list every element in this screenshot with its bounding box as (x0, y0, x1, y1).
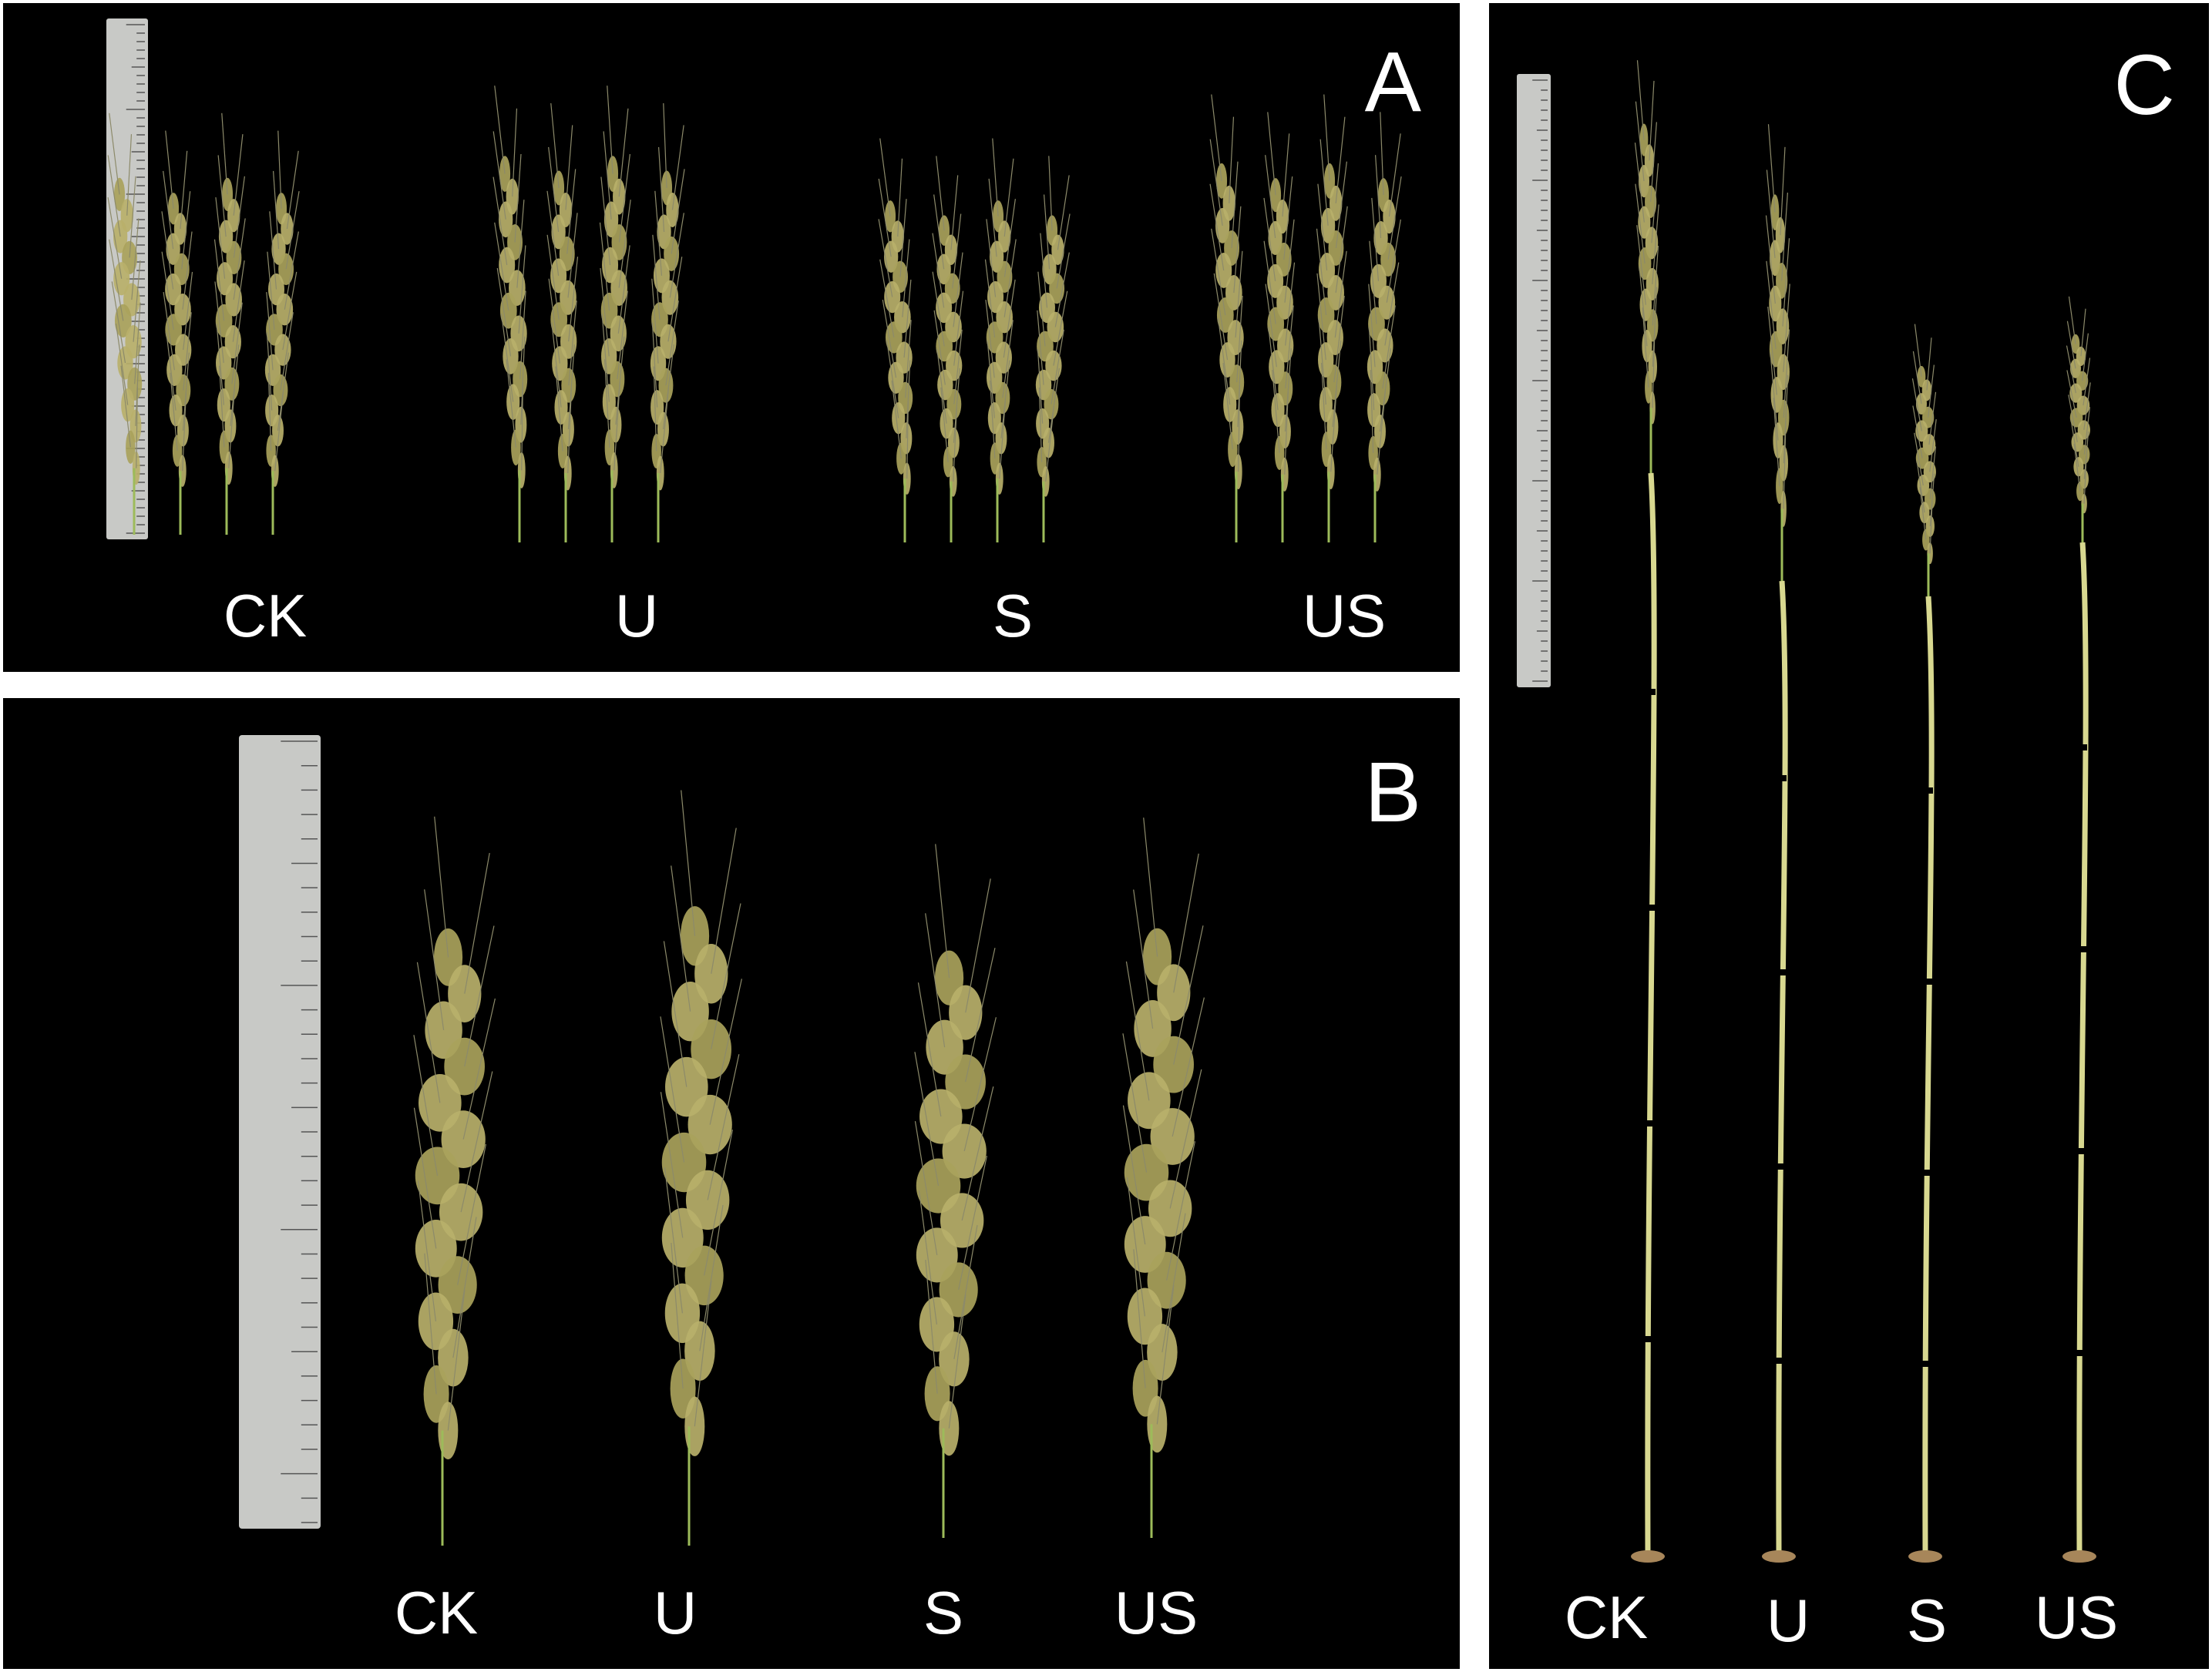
panicle-icon (660, 790, 742, 1546)
panel-b-label-ck: CK (394, 1579, 479, 1647)
panicle-icon (1263, 112, 1296, 542)
panel-b-label-us: US (1114, 1579, 1198, 1647)
panicle-icon (107, 112, 143, 535)
panicle-icon (1209, 94, 1245, 542)
ruler-icon (239, 735, 321, 1529)
ruler-icon (1517, 74, 1551, 687)
panel-c-photo (1517, 60, 2096, 1563)
stem-icon (1762, 580, 1796, 1563)
panicle-icon (599, 86, 631, 542)
panel-b: B CK U S US (3, 698, 1460, 1669)
panel-b-label-u: U (653, 1579, 698, 1647)
stem-icon (1631, 472, 1665, 1563)
panel-b-photo (239, 735, 1205, 1546)
panel-c-label-s: S (1906, 1586, 1948, 1654)
panel-c-label-us: US (2034, 1583, 2119, 1651)
panicle-icon (984, 138, 1017, 542)
panicle-icon (213, 112, 246, 535)
panicle-icon (1035, 156, 1071, 542)
panel-a-letter: A (1364, 35, 1421, 129)
panicle-icon (1316, 94, 1348, 542)
panicle-icon (492, 86, 528, 542)
panel-b-letter: B (1364, 745, 1421, 840)
panicle-icon (878, 138, 913, 542)
panel-c-label-ck: CK (1564, 1583, 1649, 1651)
panicle-icon (1911, 324, 1937, 596)
panicle-icon (1367, 112, 1402, 542)
panel-c-label-u: U (1766, 1586, 1810, 1654)
panicle-icon (2066, 296, 2091, 542)
panel-a-label-us: US (1302, 582, 1387, 650)
panicle-icon (413, 816, 496, 1546)
panel-a-photo (106, 18, 1402, 542)
panel-c: C CK U S US (1489, 3, 2209, 1669)
panicle-icon (161, 130, 193, 535)
panicle-icon (914, 844, 997, 1538)
panel-c-letter: C (2113, 38, 2175, 133)
panicle-icon (264, 130, 300, 535)
panel-a: A CK U S US (3, 3, 1460, 672)
panicle-icon (546, 102, 579, 542)
panicle-icon (650, 102, 685, 542)
panel-a-label-ck: CK (223, 582, 308, 650)
stem-icon (1908, 596, 1942, 1563)
panel-b-label-s: S (923, 1579, 964, 1647)
panel-a-label-s: S (992, 582, 1034, 650)
panicle-icon (932, 156, 964, 542)
panicle-icon (1122, 818, 1205, 1538)
panicle-icon (1765, 124, 1790, 581)
panel-a-label-u: U (614, 582, 659, 650)
stem-icon (2062, 542, 2096, 1563)
panicle-icon (1634, 60, 1659, 473)
